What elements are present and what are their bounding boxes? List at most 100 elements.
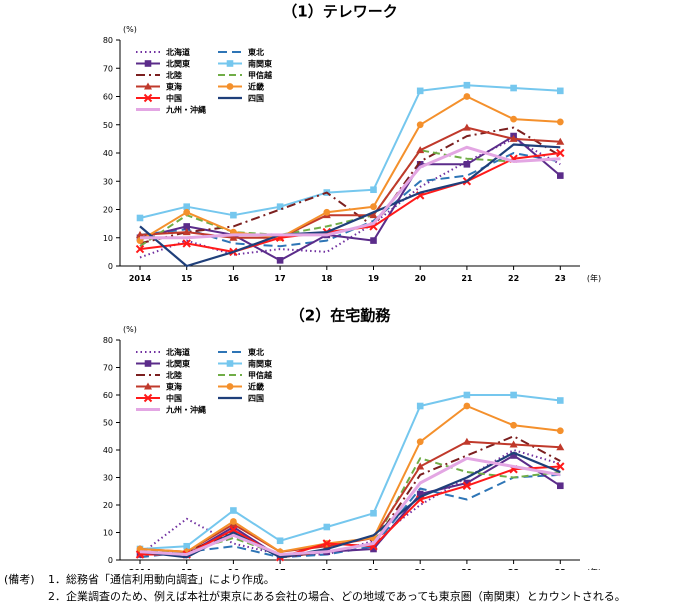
legend-label: 東北: [248, 47, 264, 57]
data-point: [182, 228, 191, 236]
series-九州・沖縄: [139, 456, 561, 556]
legend-item: 東北: [218, 347, 264, 357]
y-tick-label: 20: [103, 501, 113, 510]
data-point: [462, 437, 471, 445]
y-tick-label: 50: [103, 419, 113, 428]
y-tick-label: 60: [103, 391, 113, 400]
data-point: [370, 509, 377, 517]
series-line: [140, 454, 561, 559]
legend-item: 北関東: [136, 59, 190, 69]
legend-label: 北海道: [166, 347, 190, 357]
series-中国: [135, 148, 565, 257]
data-point: [276, 257, 284, 264]
data-point: [463, 391, 471, 399]
data-point: [416, 87, 424, 95]
data-point: [557, 87, 564, 95]
series-甲信越: [139, 149, 561, 248]
data-point: [135, 244, 145, 254]
series-line: [139, 394, 561, 550]
x-unit-label: (年): [587, 567, 601, 570]
data-point: [276, 537, 284, 545]
data-point: [510, 115, 517, 123]
y-unit-label: (%): [123, 325, 137, 334]
data-point: [183, 542, 190, 550]
series-line: [139, 440, 561, 553]
data-point: [557, 172, 564, 179]
series-line: [139, 95, 561, 242]
series-line: [139, 456, 561, 556]
note-2: 2．企業調査のため、例えば本社が東京にある会社の場合、どの地域であっても東京圏（…: [48, 590, 626, 603]
x-tick-label: 23: [555, 274, 566, 283]
data-point: [416, 462, 425, 470]
x-tick-label: 16: [228, 568, 240, 570]
series-近畿: [136, 93, 564, 244]
legend-item: 東海: [136, 82, 182, 92]
y-tick-label: 30: [103, 474, 113, 483]
legend-label: 東海: [166, 82, 182, 92]
legend-label: 東海: [166, 382, 182, 392]
data-point: [416, 161, 424, 168]
data-point: [136, 230, 144, 238]
data-point: [370, 186, 377, 194]
x-tick-label: 2014: [129, 274, 152, 283]
legend-marker: [226, 60, 234, 67]
y-tick-label: 70: [103, 364, 113, 373]
x-tick-label: 18: [321, 568, 333, 570]
legend-item: 北海道: [136, 347, 190, 357]
legend-label: 中国: [166, 93, 182, 103]
legend-marker: [226, 360, 234, 367]
legend-label: 四国: [248, 93, 264, 103]
y-tick-label: 80: [103, 36, 113, 45]
data-point: [463, 402, 471, 410]
y-tick-label: 0: [108, 262, 113, 271]
data-point: [370, 237, 377, 244]
data-point: [509, 134, 518, 142]
x-tick-label: 22: [508, 568, 519, 570]
data-point: [136, 214, 144, 222]
legend-label: 中国: [166, 393, 182, 403]
data-point: [182, 239, 191, 248]
notes: (備考) 1．総務省「通信利用動向調査」により作成。 2．企業調査のため、例えば…: [4, 571, 626, 605]
data-point: [462, 123, 471, 131]
series-南関東: [136, 81, 564, 222]
legend-label: 北関東: [166, 359, 190, 369]
data-point: [556, 137, 565, 145]
legend-item: 甲信越: [218, 70, 273, 80]
data-point: [229, 233, 238, 241]
data-point: [183, 223, 190, 230]
data-point: [416, 121, 424, 129]
x-tick-label: 18: [321, 274, 333, 283]
legend-marker: [143, 93, 153, 103]
series-line: [139, 135, 561, 262]
legend-label: 四国: [248, 393, 264, 403]
legend-marker: [144, 360, 152, 367]
series-近畿: [136, 402, 564, 556]
legend-label: 東北: [248, 347, 264, 357]
notes-label: (備考): [4, 573, 35, 586]
x-tick-label: 17: [275, 274, 286, 283]
data-point: [557, 397, 564, 404]
data-point: [416, 402, 424, 410]
x-tick-label: 23: [555, 568, 566, 570]
legend-label: 甲信越: [248, 370, 273, 380]
y-tick-label: 40: [103, 446, 113, 455]
data-point: [415, 495, 425, 504]
x-tick-label: 16: [228, 274, 240, 283]
series-九州・沖縄: [140, 145, 561, 240]
data-point: [230, 507, 237, 514]
data-point: [509, 440, 518, 448]
series-四国: [139, 143, 561, 268]
series-line: [139, 84, 561, 219]
x-tick-label: 22: [508, 274, 519, 283]
data-point: [323, 208, 331, 216]
series-北陸: [139, 435, 561, 559]
data-point: [510, 84, 517, 92]
data-point: [463, 93, 471, 100]
data-point: [416, 490, 424, 498]
legend-marker: [144, 60, 152, 67]
legend-item: 近畿: [218, 82, 264, 92]
data-point: [556, 443, 565, 451]
chart-title: （2）在宅勤務: [290, 307, 391, 325]
legend-marker: [144, 382, 152, 390]
legend-item: 中国: [136, 93, 182, 103]
